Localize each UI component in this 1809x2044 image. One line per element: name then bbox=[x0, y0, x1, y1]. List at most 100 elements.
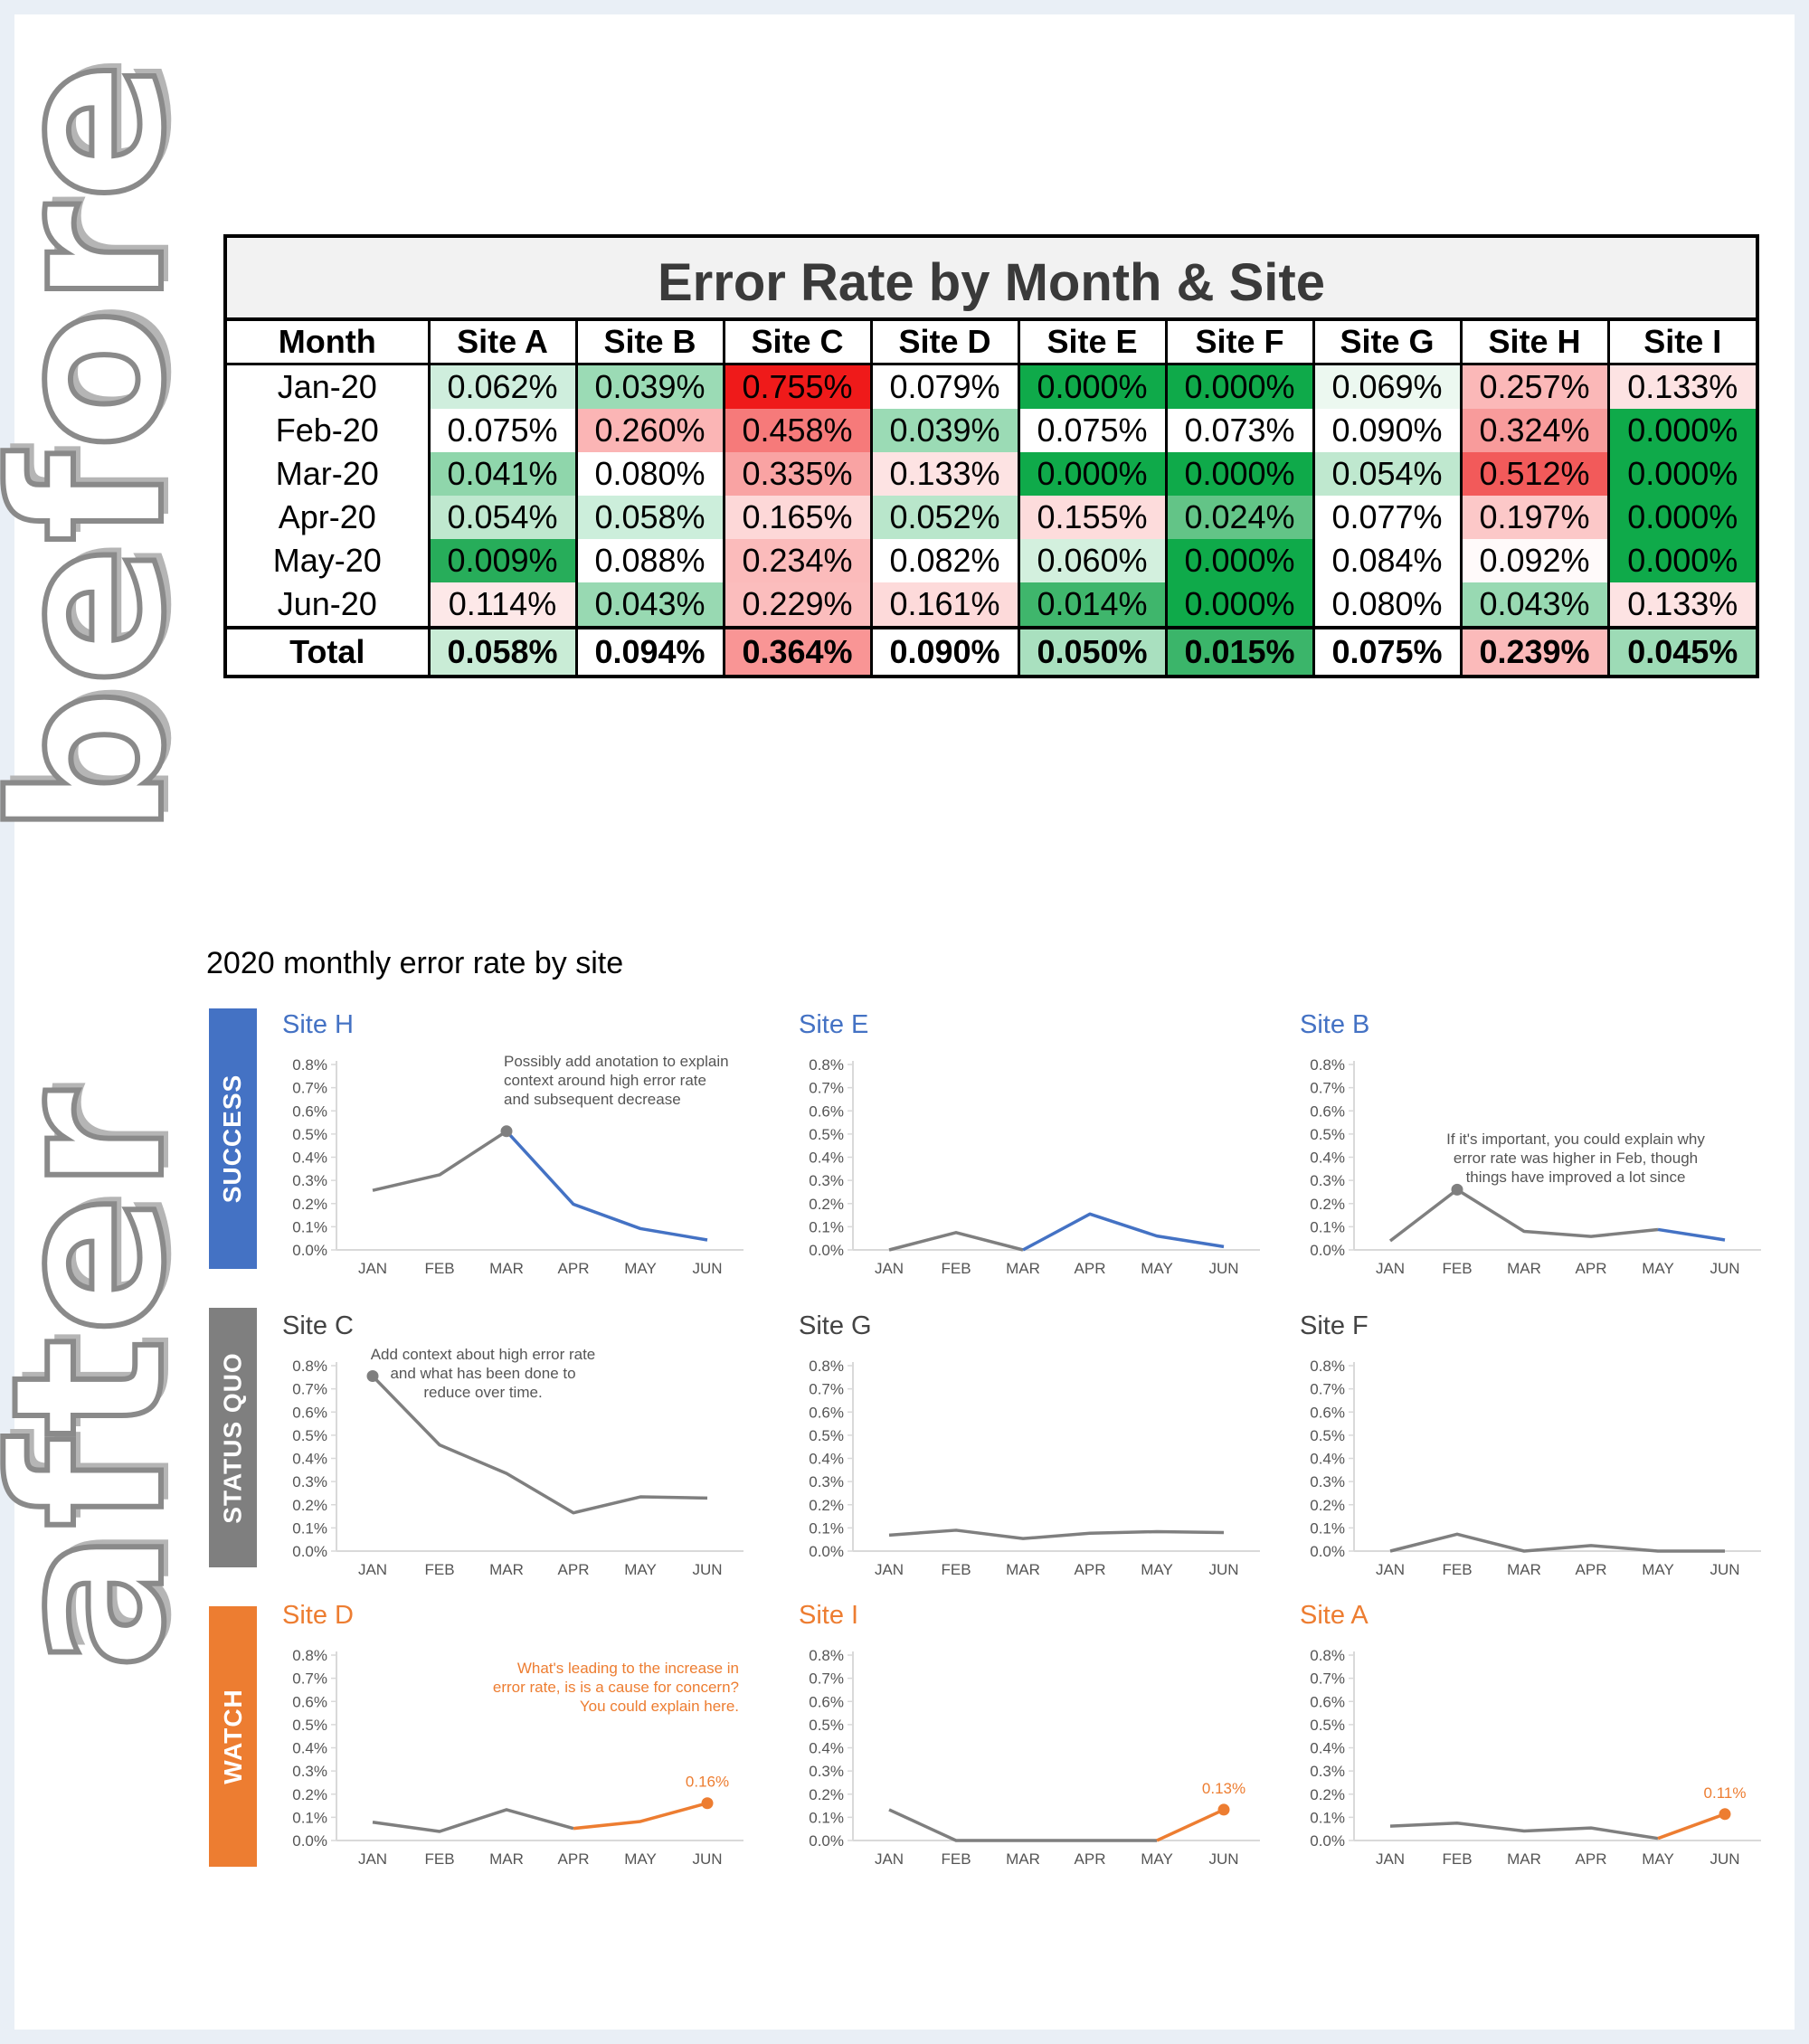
y-tick-label: 0.5% bbox=[1310, 1717, 1345, 1734]
rate-cell: 0.239% bbox=[1459, 626, 1610, 675]
y-tick-label: 0.7% bbox=[292, 1381, 327, 1398]
series-line-gray bbox=[888, 1808, 1157, 1842]
rate-cell: 0.073% bbox=[1164, 409, 1315, 452]
series-line-highlight bbox=[505, 1130, 708, 1242]
y-tick-label: 0.7% bbox=[1310, 1080, 1345, 1097]
y-tick-label: 0.7% bbox=[1310, 1670, 1345, 1688]
y-tick-label: 0.6% bbox=[809, 1693, 844, 1710]
x-tick-label: FEB bbox=[424, 1260, 454, 1277]
y-tick-label: 0.8% bbox=[292, 1358, 327, 1375]
y-tick-label: 0.5% bbox=[809, 1717, 844, 1734]
annotation-text: You could explain here. bbox=[580, 1698, 739, 1715]
series-line-highlight bbox=[1657, 1812, 1726, 1841]
x-tick-label: APR bbox=[1075, 1260, 1106, 1277]
rate-cell: 0.155% bbox=[1017, 496, 1168, 539]
annotation-text: and what has been done to bbox=[390, 1365, 575, 1382]
band-watch-label: WATCH bbox=[218, 1689, 247, 1784]
rate-cell: 0.024% bbox=[1164, 496, 1315, 539]
y-tick-label: 0.3% bbox=[292, 1763, 327, 1780]
x-tick-label: MAY bbox=[624, 1561, 657, 1578]
rate-cell: 0.092% bbox=[1459, 539, 1610, 582]
rate-cell: 0.054% bbox=[1312, 452, 1463, 496]
rate-cell: 0.041% bbox=[427, 452, 578, 496]
x-tick-label: JUN bbox=[1208, 1850, 1238, 1868]
month-cell: Apr-20 bbox=[227, 496, 431, 539]
x-tick-label: MAY bbox=[1141, 1561, 1173, 1578]
rate-cell: 0.000% bbox=[1606, 539, 1756, 582]
y-tick-label: 0.8% bbox=[809, 1358, 844, 1375]
column-header: Month bbox=[227, 321, 431, 365]
annotation-text: What's leading to the increase in bbox=[517, 1660, 739, 1677]
value-label: 0.13% bbox=[1202, 1780, 1245, 1797]
total-row: Total 0.058% 0.094% 0.364% 0.090% 0.050% 0.015… bbox=[227, 626, 1756, 675]
rate-cell: 0.079% bbox=[869, 364, 1020, 409]
rate-cell: 0.052% bbox=[869, 496, 1020, 539]
x-tick-label: MAR bbox=[1006, 1260, 1040, 1277]
annotation-text: things have improved a lot since bbox=[1466, 1169, 1686, 1186]
band-success: SUCCESS bbox=[209, 1008, 257, 1269]
y-tick-label: 0.6% bbox=[1310, 1102, 1345, 1120]
site-line-chart: Site C 0.0% 0.1% 0.2% 0.3% 0.4% 0.5% 0.6% 0.7% 0.… bbox=[282, 1311, 743, 1578]
y-tick-label: 0.2% bbox=[809, 1497, 844, 1514]
y-tick-label: 0.8% bbox=[292, 1056, 327, 1074]
column-header: Site F bbox=[1164, 321, 1315, 365]
y-tick-label: 0.2% bbox=[809, 1786, 844, 1803]
y-tick-label: 0.7% bbox=[809, 1670, 844, 1688]
series-line-gray bbox=[1389, 1822, 1659, 1841]
y-tick-label: 0.1% bbox=[809, 1809, 844, 1826]
chart-title: Site I bbox=[799, 1601, 858, 1630]
y-tick-label: 0.2% bbox=[292, 1786, 327, 1803]
x-tick-label: JAN bbox=[1376, 1561, 1405, 1578]
y-tick-label: 0.0% bbox=[1310, 1543, 1345, 1560]
data-point-marker bbox=[500, 1125, 513, 1138]
y-tick-label: 0.5% bbox=[1310, 1427, 1345, 1444]
series-line-highlight bbox=[1156, 1808, 1225, 1842]
series-line-gray bbox=[372, 1808, 574, 1833]
series-line-highlight bbox=[1657, 1227, 1726, 1242]
x-tick-label: FEB bbox=[1442, 1561, 1472, 1578]
rate-cell: 0.512% bbox=[1459, 452, 1610, 496]
table-row: Mar-20 0.041% 0.080% 0.335% 0.133% 0.000% 0.00… bbox=[227, 452, 1756, 496]
y-tick-label: 0.3% bbox=[1310, 1172, 1345, 1189]
small-multiples-title: 2020 monthly error rate by site bbox=[206, 946, 624, 980]
x-tick-label: MAR bbox=[1507, 1850, 1541, 1868]
month-cell: Mar-20 bbox=[227, 452, 431, 496]
y-tick-label: 0.1% bbox=[1310, 1809, 1345, 1826]
rate-cell: 0.058% bbox=[574, 496, 725, 539]
rate-cell: 0.039% bbox=[869, 409, 1020, 452]
after-label: after bbox=[0, 1085, 213, 1674]
y-tick-label: 0.1% bbox=[1310, 1519, 1345, 1537]
rate-cell: 0.054% bbox=[427, 496, 578, 539]
rate-cell: 0.133% bbox=[869, 452, 1020, 496]
rate-cell: 0.000% bbox=[1606, 452, 1756, 496]
month-cell: May-20 bbox=[227, 539, 431, 582]
y-tick-label: 0.3% bbox=[809, 1763, 844, 1780]
rate-cell: 0.257% bbox=[1459, 364, 1610, 409]
y-tick-label: 0.1% bbox=[809, 1218, 844, 1235]
y-tick-label: 0.7% bbox=[809, 1381, 844, 1398]
column-header: Site C bbox=[722, 321, 873, 365]
y-tick-label: 0.3% bbox=[809, 1473, 844, 1490]
x-tick-label: JAN bbox=[358, 1260, 387, 1277]
column-header: Site G bbox=[1312, 321, 1463, 365]
error-rate-heatmap-table: Error Rate by Month & Site Month Site A Si… bbox=[223, 234, 1759, 678]
chart-title: Site B bbox=[1300, 1010, 1369, 1039]
site-line-chart: Site D 0.0% 0.1% 0.2% 0.3% 0.4% 0.5% 0.6% 0.7% 0.… bbox=[282, 1601, 743, 1868]
rate-cell: 0.000% bbox=[1164, 452, 1315, 496]
annotation-text: If it's important, you could explain why bbox=[1446, 1131, 1705, 1148]
y-tick-label: 0.3% bbox=[292, 1172, 327, 1189]
rate-cell: 0.090% bbox=[1312, 409, 1463, 452]
table-body: Jan-20 0.062% 0.039% 0.755% 0.079% 0.000% 0.00… bbox=[227, 364, 1756, 675]
rate-cell: 0.229% bbox=[722, 582, 873, 628]
table-row: Jun-20 0.114% 0.043% 0.229% 0.161% 0.014% 0.00… bbox=[227, 582, 1756, 628]
column-header: Site D bbox=[869, 321, 1020, 365]
rate-cell: 0.364% bbox=[722, 626, 873, 675]
y-tick-label: 0.8% bbox=[1310, 1056, 1345, 1074]
rate-cell: 0.000% bbox=[1017, 452, 1168, 496]
rate-cell: 0.165% bbox=[722, 496, 873, 539]
y-tick-label: 0.0% bbox=[292, 1832, 327, 1850]
y-tick-label: 0.5% bbox=[809, 1427, 844, 1444]
x-tick-label: APR bbox=[1576, 1260, 1607, 1277]
x-tick-label: MAY bbox=[1642, 1561, 1674, 1578]
series-line-gray bbox=[888, 1528, 1225, 1540]
